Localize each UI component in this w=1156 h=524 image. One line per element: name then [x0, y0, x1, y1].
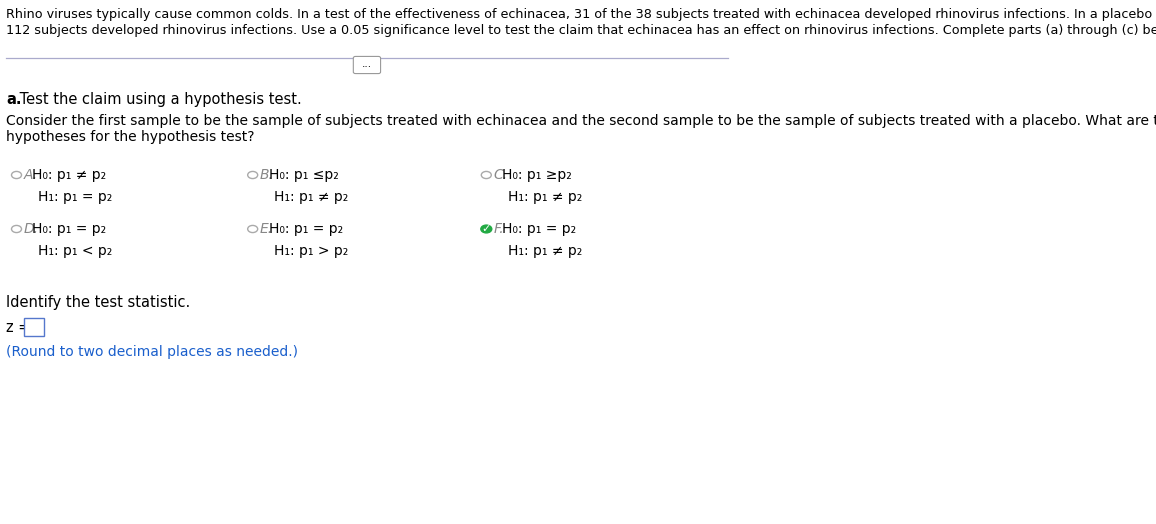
Text: H₁: p₁ = p₂: H₁: p₁ = p₂	[38, 190, 112, 204]
FancyBboxPatch shape	[24, 318, 44, 336]
Text: (Round to two decimal places as needed.): (Round to two decimal places as needed.)	[6, 345, 298, 359]
Text: Consider the first sample to be the sample of subjects treated with echinacea an: Consider the first sample to be the samp…	[6, 114, 1156, 128]
Text: H₁: p₁ < p₂: H₁: p₁ < p₂	[38, 244, 112, 258]
FancyBboxPatch shape	[354, 57, 380, 73]
Text: z =: z =	[6, 320, 31, 335]
Text: H₀: p₁ ≥p₂: H₀: p₁ ≥p₂	[502, 168, 572, 182]
Text: H₀: p₁ = p₂: H₀: p₁ = p₂	[32, 222, 106, 236]
Text: a.: a.	[6, 92, 22, 107]
Text: A.: A.	[23, 168, 38, 182]
Text: H₀: p₁ ≤p₂: H₀: p₁ ≤p₂	[268, 168, 339, 182]
Text: ...: ...	[362, 59, 372, 69]
Text: 112 subjects developed rhinovirus infections. Use a 0.05 significance level to t: 112 subjects developed rhinovirus infect…	[6, 24, 1156, 37]
Text: Rhino viruses typically cause common colds. In a test of the effectiveness of ec: Rhino viruses typically cause common col…	[6, 8, 1156, 21]
Text: Test the claim using a hypothesis test.: Test the claim using a hypothesis test.	[15, 92, 302, 107]
Text: Identify the test statistic.: Identify the test statistic.	[6, 295, 191, 310]
Text: H₁: p₁ ≠ p₂: H₁: p₁ ≠ p₂	[507, 190, 583, 204]
Text: H₀: p₁ = p₂: H₀: p₁ = p₂	[268, 222, 342, 236]
Text: H₁: p₁ ≠ p₂: H₁: p₁ ≠ p₂	[274, 190, 348, 204]
Text: F.: F.	[494, 222, 504, 236]
Text: E.: E.	[260, 222, 273, 236]
Text: hypotheses for the hypothesis test?: hypotheses for the hypothesis test?	[6, 130, 254, 144]
Text: ✓: ✓	[482, 224, 491, 234]
Text: H₀: p₁ = p₂: H₀: p₁ = p₂	[502, 222, 577, 236]
Circle shape	[481, 225, 491, 233]
Text: C.: C.	[494, 168, 507, 182]
Text: H₁: p₁ ≠ p₂: H₁: p₁ ≠ p₂	[507, 244, 583, 258]
Text: H₁: p₁ > p₂: H₁: p₁ > p₂	[274, 244, 348, 258]
Text: H₀: p₁ ≠ p₂: H₀: p₁ ≠ p₂	[32, 168, 106, 182]
Text: B.: B.	[260, 168, 274, 182]
Text: D.: D.	[23, 222, 38, 236]
